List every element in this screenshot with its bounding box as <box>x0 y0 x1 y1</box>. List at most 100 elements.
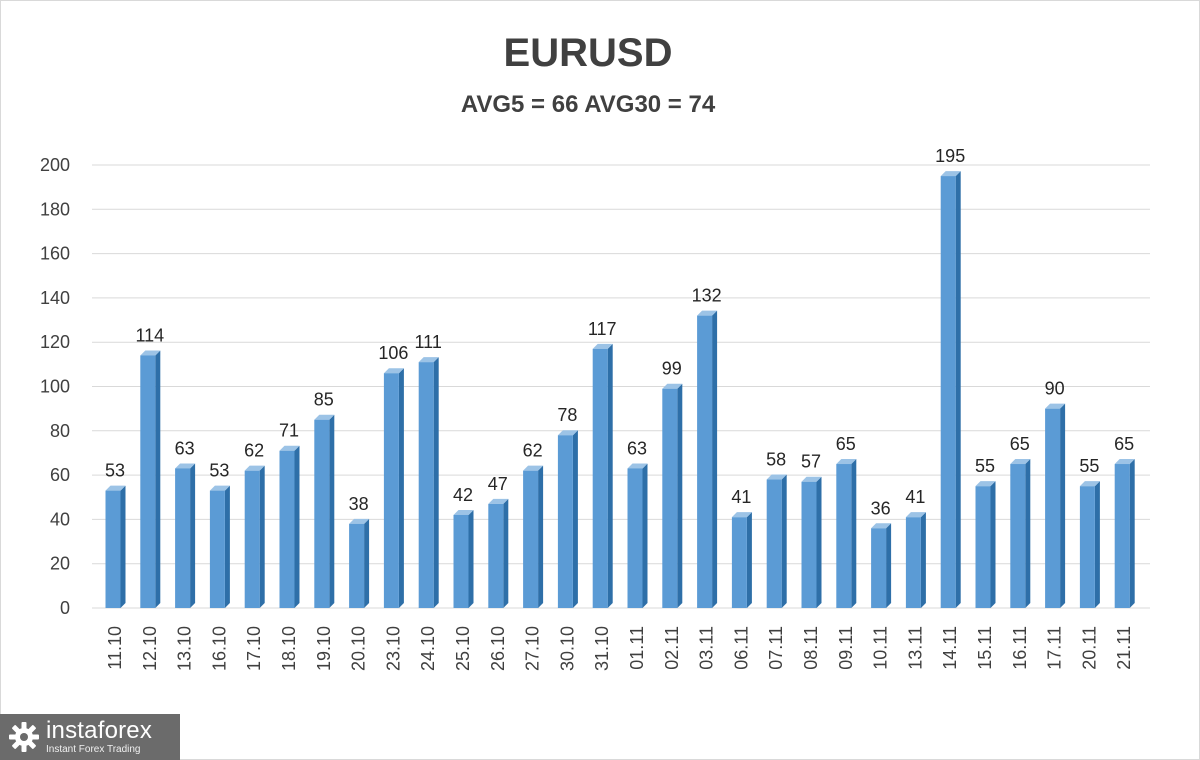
bar-top <box>349 518 370 524</box>
bar-side <box>155 350 161 608</box>
bar-side <box>1060 403 1066 608</box>
y-tick-label: 80 <box>50 421 70 441</box>
x-tick-label: 31.10 <box>592 626 612 671</box>
bar-side <box>468 509 474 608</box>
bar-side <box>398 368 404 608</box>
bar-top <box>975 481 996 487</box>
x-tick-label: 11.10 <box>105 626 125 670</box>
data-label: 41 <box>731 487 751 507</box>
bar <box>488 498 509 608</box>
data-label: 58 <box>766 450 786 470</box>
x-tick-label: 01.11 <box>627 626 647 670</box>
bar <box>349 518 370 608</box>
bar-top <box>1010 459 1031 465</box>
x-tick-label: 02.11 <box>662 626 682 670</box>
bar-front <box>175 468 191 608</box>
bar-side <box>1025 459 1031 608</box>
y-axis-ticks: 0 20 40 60 80 100 120 140 160 180 200 <box>40 155 70 618</box>
x-tick-label: 17.10 <box>244 626 264 671</box>
bar-front <box>940 176 956 608</box>
bar <box>209 485 230 608</box>
data-label: 63 <box>175 438 195 458</box>
bar-side <box>538 465 544 608</box>
bar-front <box>557 435 573 608</box>
y-tick-label: 180 <box>40 199 70 219</box>
bar-side <box>607 343 613 608</box>
bar-front <box>140 355 156 608</box>
data-label: 62 <box>523 441 543 461</box>
bar-top <box>940 171 961 177</box>
data-label: 63 <box>627 438 647 458</box>
x-tick-label: 10.11 <box>871 626 891 670</box>
y-tick-label: 20 <box>50 554 70 574</box>
bar-top <box>836 459 857 465</box>
bar <box>314 414 335 608</box>
bar <box>801 476 822 608</box>
bar-front <box>279 450 295 608</box>
bar <box>175 463 196 608</box>
bar-side <box>920 512 926 608</box>
bar-front <box>731 517 747 608</box>
bar-side <box>190 463 196 608</box>
bar-top <box>557 430 578 436</box>
x-tick-label: 21.11 <box>1114 626 1134 670</box>
x-tick-label: 26.10 <box>488 626 508 671</box>
bar-top <box>871 523 892 529</box>
x-axis-ticks: 11.10 12.10 13.10 16.10 17.10 18.10 19.10 20.10… <box>105 626 1134 671</box>
data-label: 36 <box>871 498 891 518</box>
x-tick-label: 17.11 <box>1045 626 1065 670</box>
data-label: 90 <box>1045 379 1065 399</box>
bar-front <box>383 373 399 608</box>
x-tick-label: 08.11 <box>801 626 821 670</box>
bar <box>523 465 544 608</box>
bar <box>244 465 265 608</box>
y-tick-label: 160 <box>40 244 70 264</box>
bar-top <box>314 414 335 420</box>
data-label: 42 <box>453 485 473 505</box>
gear-icon <box>9 722 39 752</box>
bar-front <box>905 517 921 608</box>
bar-side <box>851 459 857 608</box>
bar-front <box>975 486 991 608</box>
bar <box>766 474 787 608</box>
bar <box>557 430 578 608</box>
data-label: 117 <box>588 319 617 339</box>
bar-side <box>224 485 230 608</box>
bar-top <box>279 445 300 451</box>
x-tick-label: 12.10 <box>140 626 160 671</box>
x-tick-label: 20.11 <box>1079 626 1099 670</box>
bar-top <box>697 310 718 316</box>
bar-front <box>488 503 504 608</box>
bar <box>140 350 161 608</box>
data-label: 57 <box>801 452 821 472</box>
bar-front <box>697 315 713 608</box>
bar-front <box>1079 486 1095 608</box>
data-label: 132 <box>692 286 722 306</box>
logo-name: instaforex <box>46 717 153 744</box>
bar-top <box>1114 459 1135 465</box>
bar <box>453 509 474 608</box>
bar-top <box>592 343 613 349</box>
bar-side <box>364 518 370 608</box>
bar-side <box>781 474 787 608</box>
x-tick-label: 13.10 <box>175 626 195 671</box>
data-labels: 53 114 63 53 62 71 85 38 106 111 42 47 62 78 117 63 99 13… <box>105 146 1134 518</box>
bar-side <box>1094 481 1100 608</box>
bar <box>1045 403 1066 608</box>
bar-front <box>418 362 434 608</box>
data-label: 55 <box>975 456 995 476</box>
bar-top <box>140 350 161 356</box>
bar <box>662 383 683 608</box>
bar <box>592 343 613 608</box>
x-tick-label: 27.10 <box>523 626 543 671</box>
y-tick-label: 60 <box>50 465 70 485</box>
bar-top <box>766 474 787 480</box>
x-tick-label: 07.11 <box>766 626 786 670</box>
bar <box>836 459 857 608</box>
bar-top <box>244 465 265 471</box>
bar-front <box>801 481 817 608</box>
bar-top <box>905 512 926 518</box>
data-label: 65 <box>1114 434 1134 454</box>
data-label: 55 <box>1079 456 1099 476</box>
